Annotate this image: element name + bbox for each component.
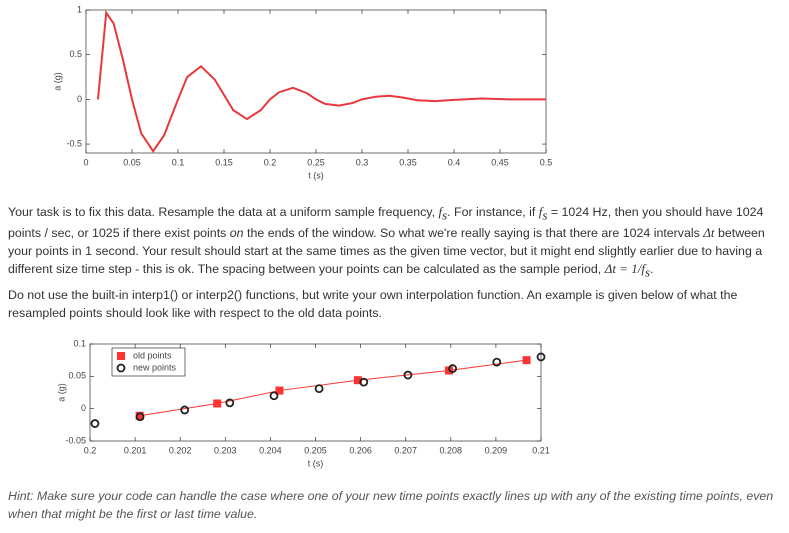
- marker: [180, 405, 190, 415]
- y-tick-label: 1: [77, 4, 82, 14]
- legend-label: new points: [133, 362, 177, 372]
- text: . For instance, if: [447, 205, 539, 219]
- x-tick-label: 0.05: [123, 157, 141, 167]
- marker: [403, 370, 413, 380]
- x-tick-label: 0.206: [349, 445, 372, 455]
- marker: [269, 391, 279, 401]
- y-axis-label: a (g): [52, 72, 62, 91]
- x-tick-label: 0.2: [84, 445, 97, 455]
- chart-2: 0.2 0.201 0.202 0.203 0.204 0.205 0.206 0.207 0.…: [56, 338, 550, 468]
- math: s: [442, 207, 448, 223]
- math: f: [538, 204, 543, 219]
- x-tick-label: 0.45: [491, 157, 509, 167]
- x-axis-label: t (s): [308, 458, 324, 468]
- x-axis-label: t (s): [308, 170, 324, 180]
- y-tick-label: 0.05: [68, 371, 86, 381]
- text: = 1024 Hz, then you should have 1024 poi…: [8, 205, 764, 241]
- marker: [225, 398, 235, 408]
- x-tick-label: 0.15: [215, 157, 233, 167]
- x-tick-label: 0.4: [448, 157, 461, 167]
- x-tick-label: 0.205: [304, 445, 327, 455]
- text: the ends of the window. So what we're re…: [243, 226, 704, 241]
- math: Δt: [703, 225, 715, 241]
- marker: [492, 357, 502, 367]
- marker: [536, 352, 546, 362]
- math: = 1/: [615, 261, 642, 277]
- hint: Hint: Make sure your code can handle the…: [8, 489, 774, 521]
- x-tick-label: 0.201: [124, 445, 147, 455]
- chart-1: 0 0.05 0.1 0.15 0.2 0.25 0.3 0.35 0.4 0.45 0.5 -0.5…: [52, 4, 553, 180]
- plot-area: [89, 343, 542, 442]
- y-tick-label: 0.5: [69, 49, 82, 59]
- math: f: [641, 261, 645, 277]
- marker: [353, 376, 362, 385]
- x-tick-label: 0.1: [172, 157, 185, 167]
- y-tick-label: -0.05: [65, 435, 86, 445]
- x-tick-label: 0.202: [169, 445, 192, 455]
- x-tick-label: 0.209: [485, 445, 508, 455]
- y-tick-label: 0.1: [73, 338, 86, 348]
- math: s: [644, 264, 651, 280]
- marker: [90, 419, 100, 428]
- text: between your points in 1 second. Your re…: [8, 226, 765, 277]
- marker: [448, 364, 458, 373]
- marker: [275, 386, 284, 395]
- x-tick-label: 0.21: [532, 445, 550, 455]
- x-tick-label: 0: [83, 157, 88, 167]
- legend-marker: [117, 352, 125, 360]
- x-tick-label: 0.25: [307, 157, 325, 167]
- math: f: [438, 204, 443, 219]
- paragraph: Do not use the built-in interp1() or int…: [8, 288, 738, 320]
- x-tick-label: 0.35: [399, 157, 417, 167]
- x-tick-label: 0.2: [264, 157, 277, 167]
- y-tick-label: -0.5: [66, 138, 82, 148]
- paragraph: Your task is to fix this data. Resample …: [8, 203, 783, 282]
- x-tick-label: 0.3: [356, 157, 369, 167]
- y-axis-label: a (g): [56, 383, 66, 402]
- x-tick-label: 0.5: [540, 157, 553, 167]
- x-tick-label: 0.208: [440, 445, 463, 455]
- y-tick-label: 0: [81, 403, 86, 413]
- marker: [314, 384, 324, 394]
- y-tick-label: 0: [77, 94, 82, 104]
- text: Your task is to fix this data. Resample …: [8, 205, 439, 219]
- x-tick-label: 0.207: [394, 445, 417, 455]
- math: s: [542, 207, 548, 223]
- text: .: [650, 262, 654, 277]
- math: Δt: [604, 261, 616, 277]
- x-tick-label: 0.204: [259, 445, 282, 455]
- text: on: [229, 226, 244, 241]
- line: [96, 9, 546, 153]
- marker: [522, 356, 531, 365]
- marker: [135, 411, 144, 420]
- marker: [213, 399, 222, 408]
- legend-label: old points: [133, 350, 172, 360]
- plot-area: [85, 9, 547, 154]
- x-tick-label: 0.203: [214, 445, 237, 455]
- marker: [359, 377, 369, 387]
- marker: [135, 412, 145, 422]
- legend-marker: [116, 363, 126, 373]
